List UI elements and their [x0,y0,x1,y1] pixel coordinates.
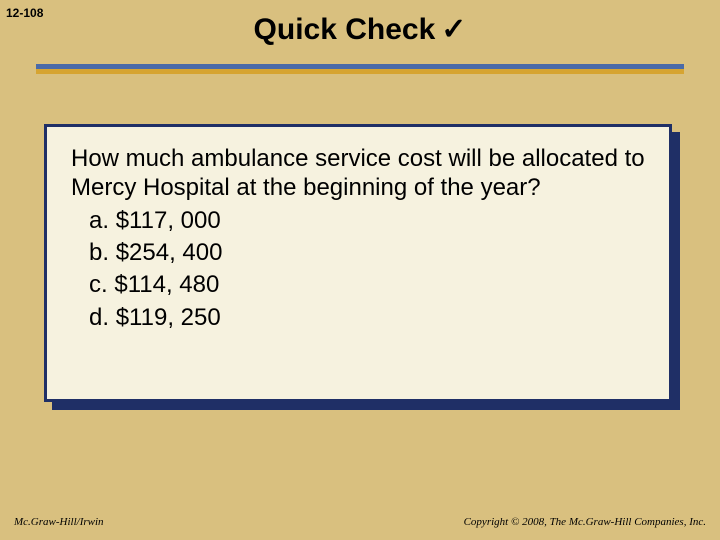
footer-publisher: Mc.Graw-Hill/Irwin [14,516,104,528]
option-value: $117, 000 [116,207,221,234]
slide-title: Quick Check [254,13,436,47]
option-value: $114, 480 [114,271,219,298]
slide: 12-108 Quick Check✓ How much ambulance s… [0,0,720,540]
option-b: b. $254, 400 [71,237,649,269]
title-area: Quick Check✓ [0,12,720,47]
footer-copyright: Copyright © 2008, The Mc.Graw-Hill Compa… [464,516,706,528]
option-label: d [89,304,102,331]
options-list: a. $117, 000 b. $254, 400 c. $114, 480 d… [71,205,649,335]
option-value: $119, 250 [116,304,221,331]
option-value: $254, 400 [116,239,223,266]
question-text: How much ambulance service cost will be … [71,145,649,203]
option-label: b [89,239,102,266]
option-c: c. $114, 480 [71,269,649,301]
content-box: How much ambulance service cost will be … [44,124,672,402]
option-a: a. $117, 000 [71,205,649,237]
option-d: d. $119, 250 [71,302,649,334]
rule-bottom-stripe [36,69,684,74]
option-label: a [89,207,102,234]
horizontal-rule [36,64,684,74]
option-label: c [89,271,101,298]
check-icon: ✓ [441,13,466,46]
